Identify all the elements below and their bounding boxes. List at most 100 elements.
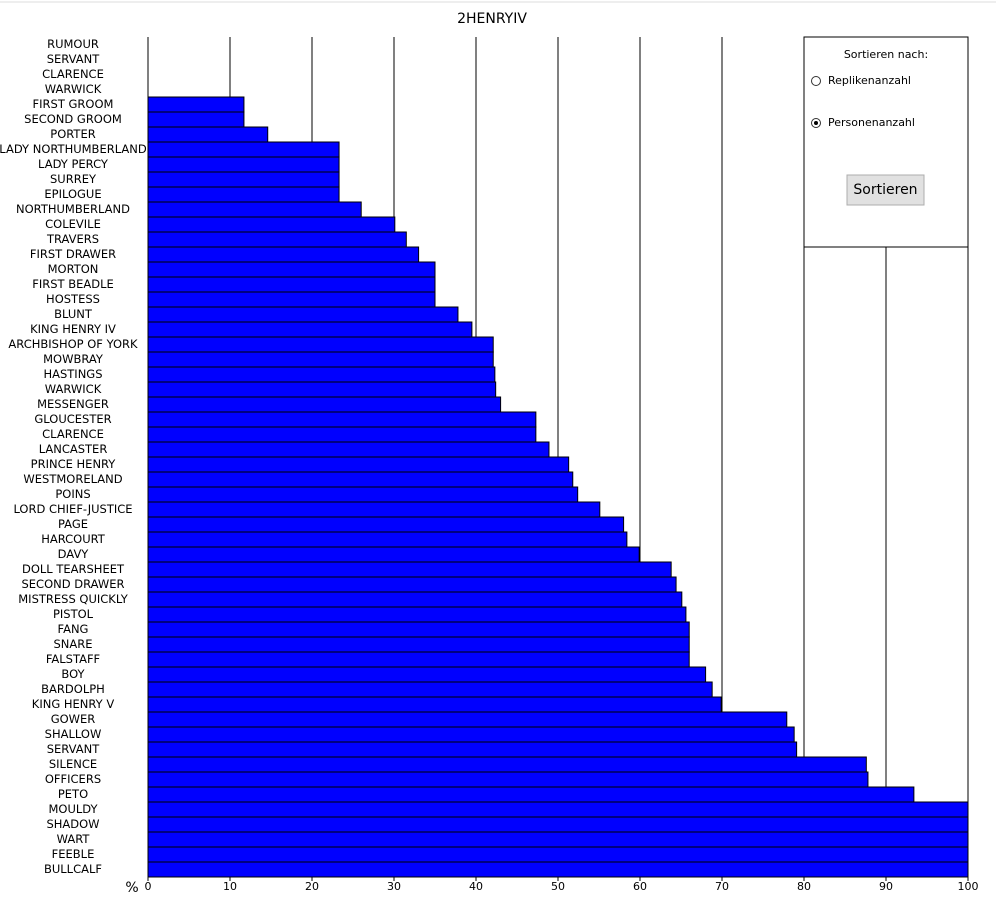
x-tick-label: 100 xyxy=(958,880,979,893)
radio-button[interactable] xyxy=(811,76,821,86)
y-tick-label: SERVANT xyxy=(47,52,101,66)
y-tick-label: FIRST DRAWER xyxy=(30,247,116,261)
bar xyxy=(147,561,672,578)
y-tick-label: CLARENCE xyxy=(42,67,104,81)
radio-dot[interactable] xyxy=(814,121,818,125)
y-tick-label: MOWBRAY xyxy=(43,352,104,366)
y-tick-label: WESTMORELAND xyxy=(23,472,122,486)
bar xyxy=(147,726,795,743)
y-tick-label: EPILOGUE xyxy=(44,187,101,201)
bar xyxy=(147,216,396,233)
bar xyxy=(147,861,969,878)
bar xyxy=(147,321,473,338)
y-tick-label: MORTON xyxy=(48,262,99,276)
y-tick-label: NORTHUMBERLAND xyxy=(16,202,130,216)
x-tick-label: 90 xyxy=(879,880,893,893)
y-tick-label: GOWER xyxy=(51,712,96,726)
y-tick-label: DOLL TEARSHEET xyxy=(22,562,125,576)
y-tick-label: SECOND DRAWER xyxy=(21,577,124,591)
chart-title: 2HENRYIV xyxy=(457,11,527,27)
y-tick-label: BLUNT xyxy=(54,307,93,321)
y-tick-label: FIRST BEADLE xyxy=(32,277,114,291)
bar xyxy=(147,651,690,668)
bar xyxy=(147,801,969,818)
y-tick-label: PORTER xyxy=(50,127,95,141)
bar xyxy=(147,141,340,158)
bar xyxy=(147,171,340,188)
y-tick-label: ARCHBISHOP OF YORK xyxy=(8,337,138,351)
y-tick-label: FEEBLE xyxy=(52,847,95,861)
bar xyxy=(147,456,570,473)
sort-button[interactable] xyxy=(846,174,925,206)
y-tick-label: PRINCE HENRY xyxy=(31,457,117,471)
bar xyxy=(147,531,628,548)
bar xyxy=(147,291,436,308)
y-tick-label: GLOUCESTER xyxy=(34,412,111,426)
y-tick-label: MISTRESS QUICKLY xyxy=(18,592,128,606)
y-tick-label: KING HENRY V xyxy=(32,697,115,711)
bar xyxy=(147,246,420,263)
bar xyxy=(147,741,798,758)
panel-frame xyxy=(803,36,969,248)
bar xyxy=(147,201,362,218)
y-tick-label: WARWICK xyxy=(45,82,102,96)
bar xyxy=(147,576,677,593)
bar xyxy=(147,606,687,623)
y-tick-label: LADY NORTHUMBERLAND xyxy=(0,142,147,156)
bar xyxy=(147,366,496,383)
y-tick-label: SECOND GROOM xyxy=(24,112,122,126)
y-tick-label: HOSTESS xyxy=(46,292,100,306)
y-tick-label: WART xyxy=(57,832,91,846)
x-tick-label: 10 xyxy=(223,880,237,893)
bar xyxy=(147,756,867,773)
y-tick-label: LANCASTER xyxy=(39,442,108,456)
bar xyxy=(147,516,625,533)
x-tick-label: 60 xyxy=(633,880,647,893)
bar xyxy=(147,666,707,683)
x-axis-label: % xyxy=(125,880,138,896)
bar xyxy=(147,831,969,848)
bar xyxy=(147,381,497,398)
y-tick-label: BOY xyxy=(61,667,85,681)
y-tick-label: MOULDY xyxy=(48,802,98,816)
y-tick-label: COLEVILE xyxy=(45,217,101,231)
y-tick-label: FIRST GROOM xyxy=(33,97,114,111)
bar xyxy=(147,306,459,323)
bar xyxy=(147,501,601,518)
sort-panel: Sortieren nach: Sortieren Replikenanzahl… xyxy=(803,36,969,248)
x-tick-label: 0 xyxy=(145,880,152,893)
x-tick-label: 50 xyxy=(551,880,565,893)
y-tick-label: SHADOW xyxy=(46,817,99,831)
bar xyxy=(147,441,550,458)
radio-label[interactable]: Personenanzahl xyxy=(828,116,915,129)
y-tick-label: HASTINGS xyxy=(43,367,102,381)
bar xyxy=(147,681,713,698)
bar xyxy=(147,711,788,728)
y-tick-label: SERVANT xyxy=(47,742,101,756)
y-tick-label: LADY PERCY xyxy=(38,157,109,171)
bar xyxy=(147,156,340,173)
y-tick-label: PISTOL xyxy=(53,607,94,621)
x-tick-label: 30 xyxy=(387,880,401,893)
panel-heading: Sortieren nach: xyxy=(844,48,928,61)
y-tick-label: PAGE xyxy=(58,517,88,531)
bar xyxy=(147,846,969,863)
bar xyxy=(147,786,915,803)
bar xyxy=(147,471,574,488)
bar xyxy=(147,591,683,608)
bar xyxy=(147,126,269,143)
y-tick-label: WARWICK xyxy=(45,382,102,396)
y-tick-label: BARDOLPH xyxy=(41,682,105,696)
bar xyxy=(147,276,436,293)
x-tick-label: 80 xyxy=(797,880,811,893)
y-tick-label: FALSTAFF xyxy=(46,652,100,666)
bar xyxy=(147,771,869,788)
y-tick-label: LORD CHIEF-JUSTICE xyxy=(13,502,132,516)
x-tick-label: 20 xyxy=(305,880,319,893)
sort-button-label[interactable]: Sortieren xyxy=(853,182,917,198)
y-tick-label: HARCOURT xyxy=(41,532,106,546)
y-tick-label: SILENCE xyxy=(49,757,97,771)
radio-label[interactable]: Replikenanzahl xyxy=(828,74,911,87)
